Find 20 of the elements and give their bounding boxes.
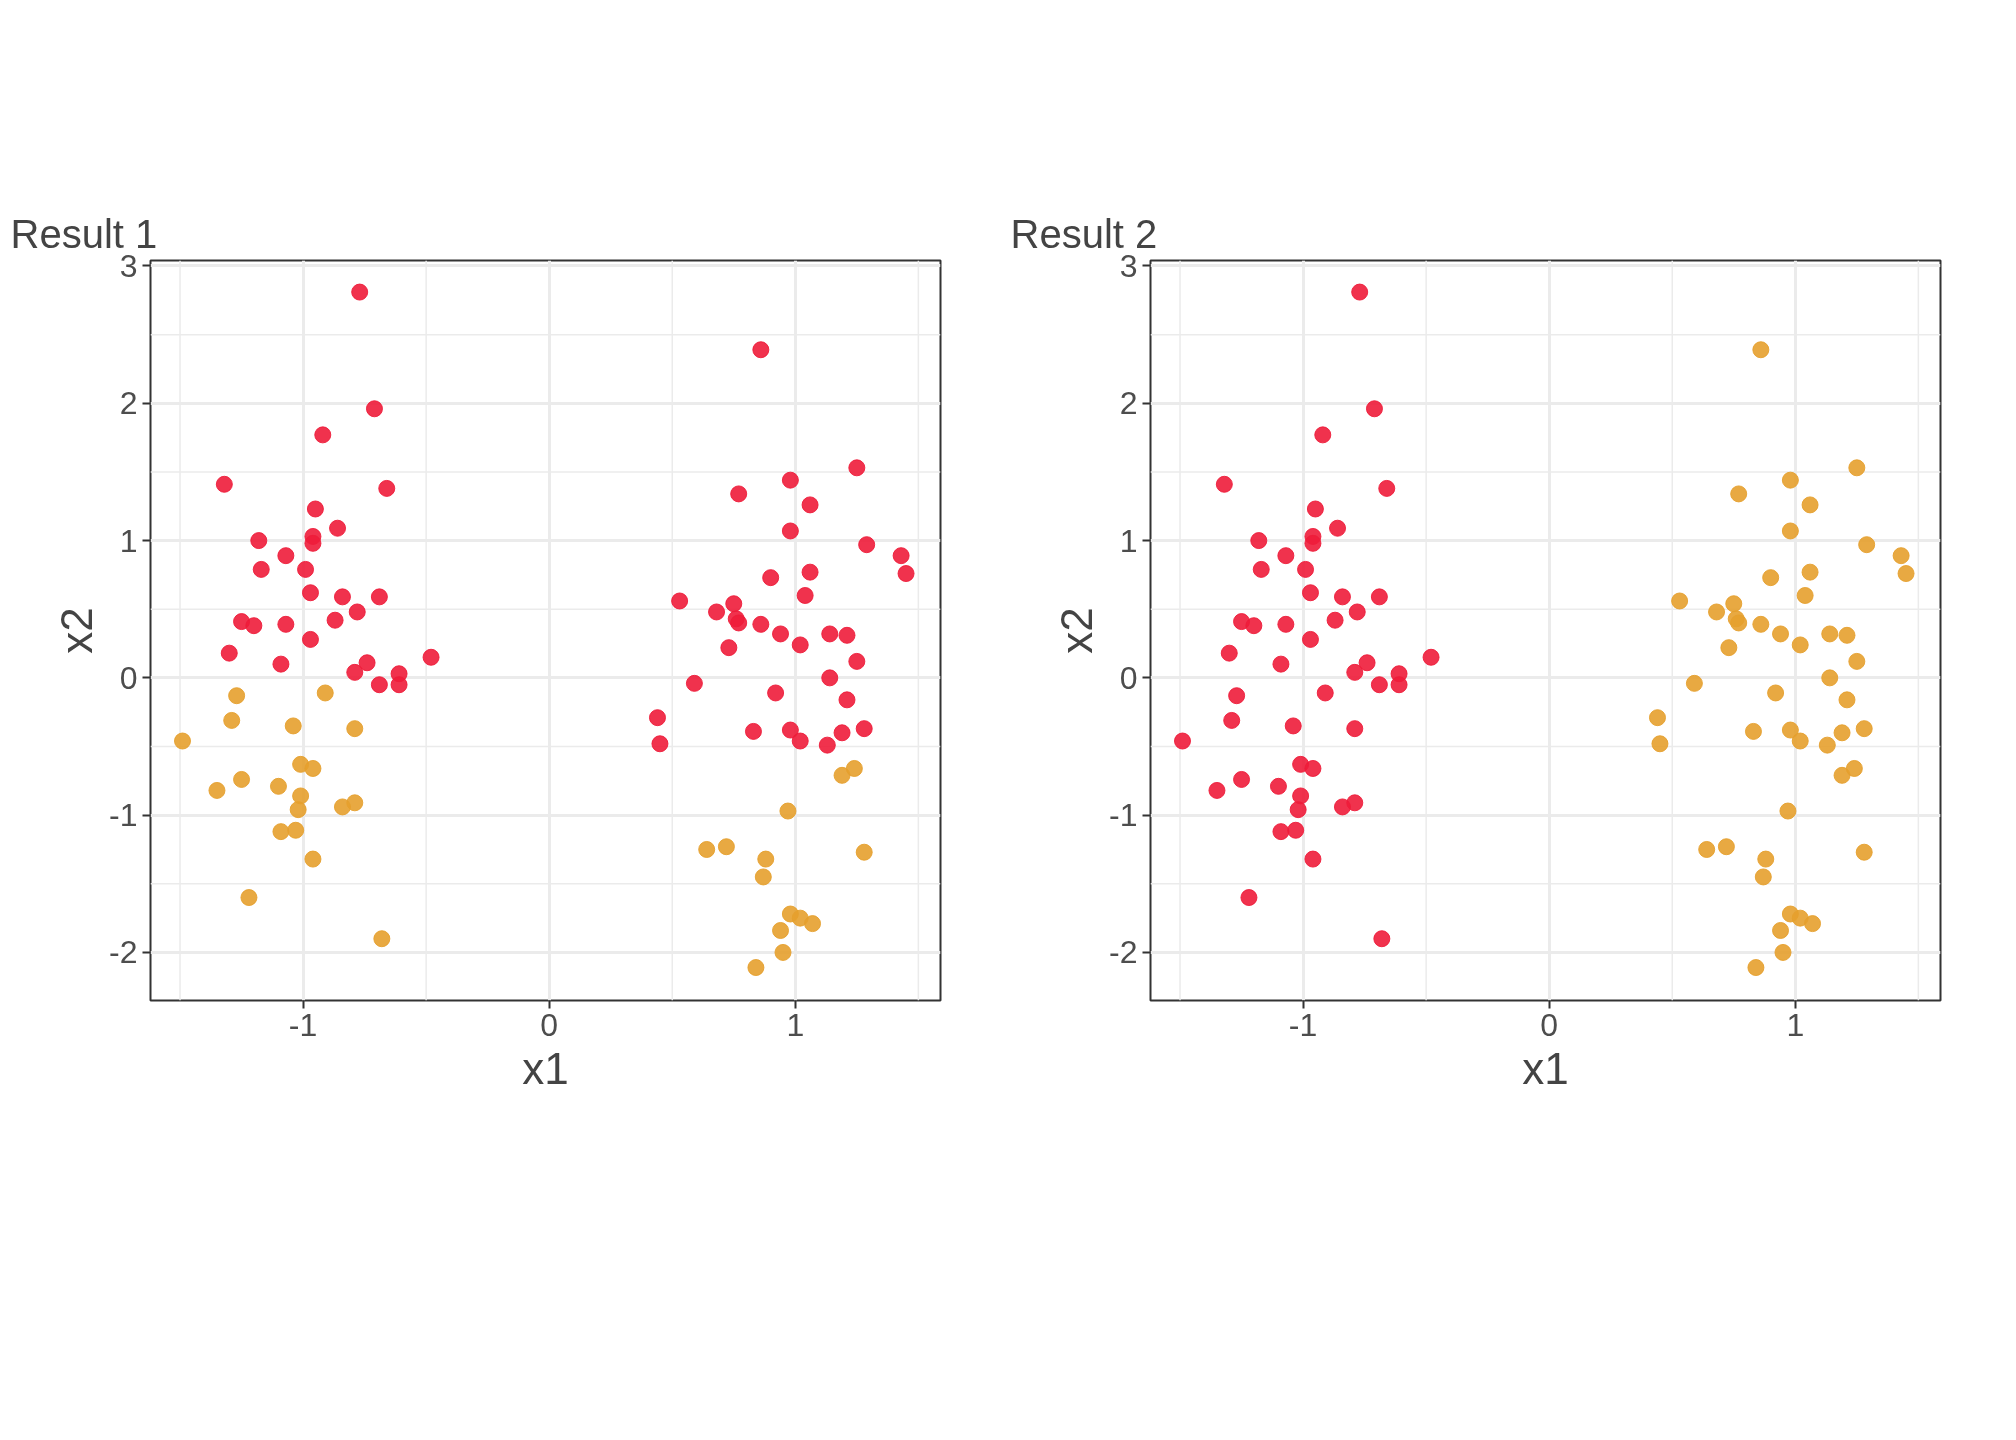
y-tick-label: 2 (119, 385, 138, 422)
x-tick-label: 1 (1786, 1006, 1805, 1043)
x-tick-label: -1 (1288, 1006, 1318, 1043)
y-tick-label: -2 (1109, 934, 1138, 971)
x-axis-title: x1 (1522, 1043, 1569, 1093)
y-tick-label: 0 (119, 659, 138, 696)
x-tick-label: -1 (288, 1006, 318, 1043)
y-tick-label: 0 (1119, 659, 1138, 696)
y-tick-label: -1 (109, 797, 138, 834)
y-tick-label: 1 (1119, 522, 1138, 559)
y-tick-label: -1 (1109, 797, 1138, 834)
y-axis-title: x2 (52, 607, 102, 654)
y-axis-title: x2 (1052, 607, 1102, 654)
x-tick-label: 0 (540, 1006, 559, 1043)
x-tick-label: 1 (786, 1006, 805, 1043)
x-tick-label: 0 (1540, 1006, 1559, 1043)
y-tick-label: 2 (1119, 385, 1138, 422)
y-tick-label: -2 (109, 934, 138, 971)
y-tick-label: 1 (119, 522, 138, 559)
x-axis-title: x1 (522, 1043, 569, 1093)
